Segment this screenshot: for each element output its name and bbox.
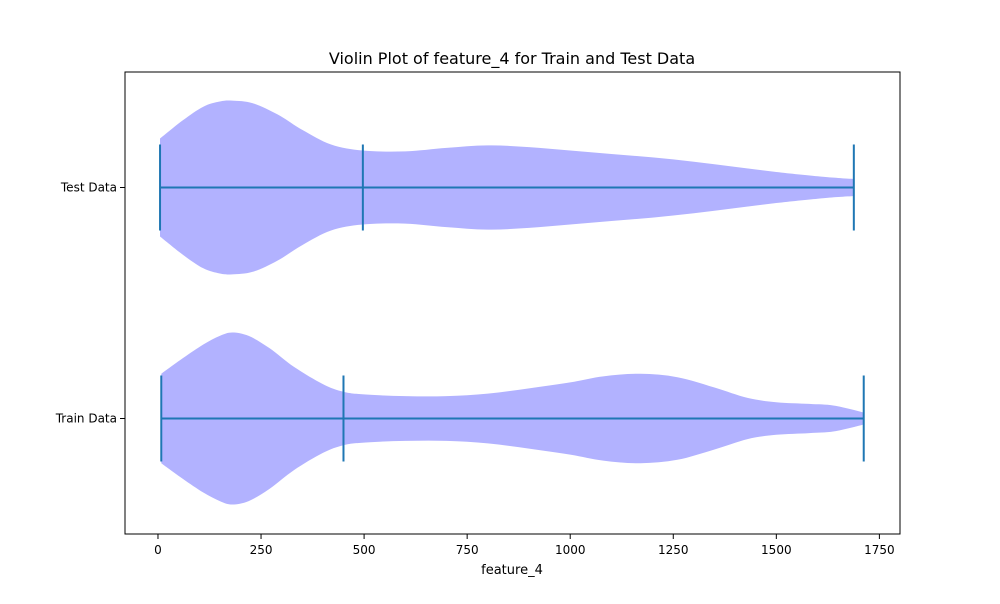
x-axis-label: feature_4 [481,563,543,578]
plot-frame [124,71,901,535]
violins-layer [159,100,865,505]
x-tick-label: 500 [353,543,376,557]
x-tick-label: 1750 [864,543,895,557]
x-tick-label: 1000 [555,543,586,557]
x-tick-label: 1250 [658,543,689,557]
y-tick-label: Test Data [60,181,117,195]
y-axis: Train Data Test Data [55,181,125,426]
x-tick-label: 250 [250,543,273,557]
x-tick-label: 750 [456,543,479,557]
x-axis: 0 250 500 750 1000 1250 1500 1750 [154,534,895,557]
chart-title: Violin Plot of feature_4 for Train and T… [329,49,695,69]
y-tick-label: Train Data [55,412,117,426]
x-tick-label: 0 [154,543,162,557]
x-tick-label: 1500 [761,543,792,557]
